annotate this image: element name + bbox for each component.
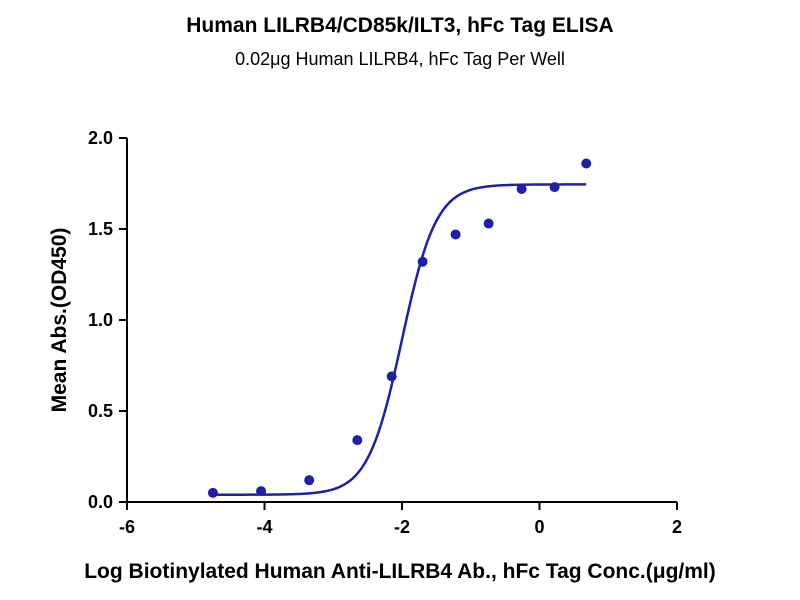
y-tick-label: 0.5 (88, 401, 113, 421)
data-point (417, 256, 428, 267)
x-tick: 2 (672, 502, 682, 537)
y-axis-ticks: 0.0 0.5 1.0 1.5 2.0 (88, 128, 127, 512)
x-tick-label: -2 (394, 517, 410, 537)
axes (126, 138, 677, 503)
y-tick-label: 0.0 (88, 492, 113, 512)
x-tick-label: 2 (672, 517, 682, 537)
x-tick: -2 (394, 502, 410, 537)
y-tick: 1.5 (88, 219, 127, 239)
data-point (581, 158, 592, 169)
y-tick-label: 1.5 (88, 219, 113, 239)
data-points (207, 158, 592, 498)
y-tick-label: 2.0 (88, 128, 113, 148)
x-tick-label: -6 (119, 517, 135, 537)
data-point (549, 182, 560, 193)
x-axis-label: Log Biotinylated Human Anti-LILRB4 Ab., … (84, 560, 716, 583)
data-point (450, 229, 461, 240)
data-point (256, 486, 267, 497)
data-point (304, 475, 315, 486)
data-point (483, 218, 494, 229)
x-tick: 0 (534, 502, 545, 537)
x-tick-label: 0 (534, 517, 544, 537)
y-tick: 1.0 (88, 310, 127, 330)
y-axis-label: Mean Abs.(OD450) (48, 228, 71, 413)
data-point (386, 371, 397, 382)
x-tick: -4 (256, 502, 273, 537)
data-point (352, 435, 363, 446)
y-tick: 2.0 (88, 128, 127, 148)
x-tick-label: -4 (256, 517, 272, 537)
y-tick: 0.0 (88, 492, 127, 512)
x-tick: -6 (119, 502, 135, 537)
data-point (516, 183, 527, 194)
x-axis-ticks: -6 -4 -2 0 2 (119, 502, 682, 537)
chart-subtitle: 0.02μg Human LILRB4, hFc Tag Per Well (235, 49, 565, 69)
chart-title: Human LILRB4/CD85k/ILT3, hFc Tag ELISA (186, 14, 614, 37)
y-tick: 0.5 (88, 401, 127, 421)
y-tick-label: 1.0 (88, 310, 113, 330)
fit-curve (212, 183, 587, 496)
data-point (207, 487, 218, 498)
